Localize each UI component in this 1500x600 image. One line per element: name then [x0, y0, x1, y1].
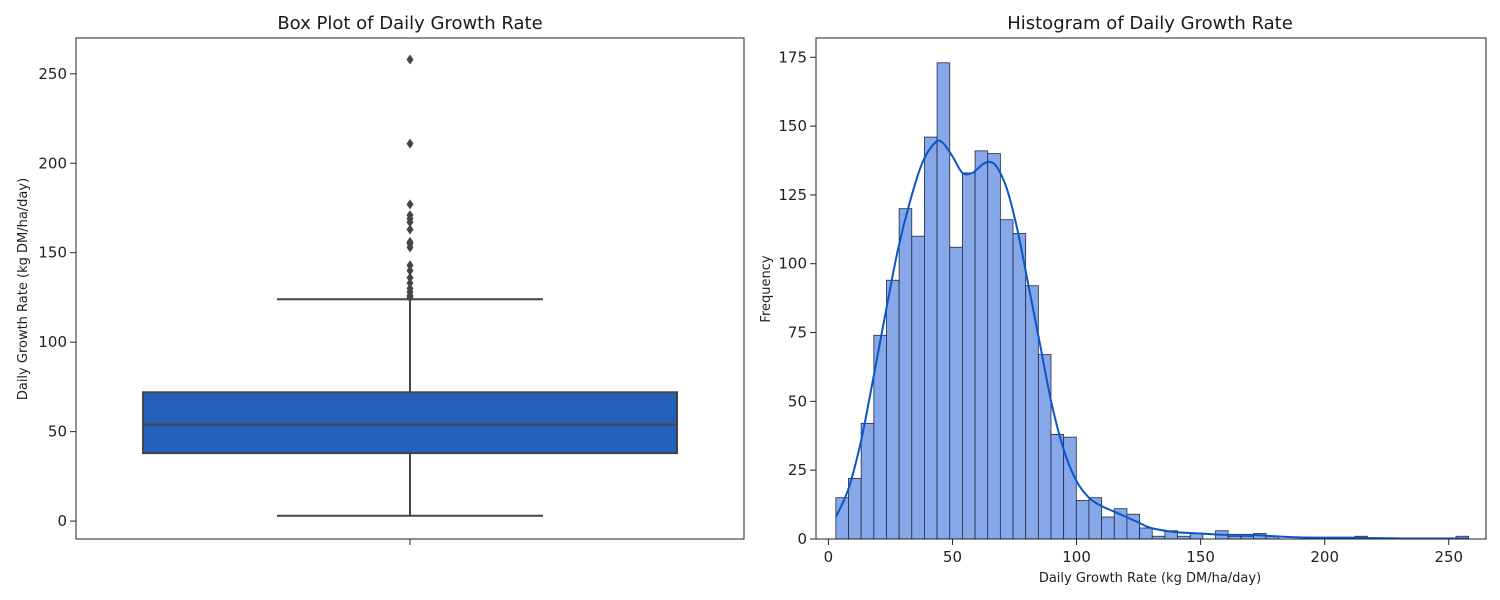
- interquartile-box: [142, 391, 678, 455]
- outlier-point: [406, 278, 414, 289]
- histogram-x-tick-label: 100: [1062, 548, 1091, 566]
- histogram-y-axis-label: Frequency: [759, 255, 774, 322]
- histogram-bar: [1101, 516, 1115, 540]
- histogram-y-tick-label: 75: [788, 324, 807, 342]
- box-plot-y-tick-label: 250: [38, 65, 67, 83]
- histogram-bar: [924, 136, 938, 540]
- histogram-bar: [949, 246, 963, 540]
- histogram-y-tick-label: 50: [788, 392, 807, 410]
- histogram-x-tick-label: 150: [1186, 548, 1215, 566]
- histogram-x-axis-label: Daily Growth Rate (kg DM/ha/day): [1039, 571, 1261, 586]
- histogram-x-tick-label: 50: [943, 548, 962, 566]
- outlier-point: [406, 210, 414, 221]
- histogram-kde-line: [834, 139, 1469, 540]
- outlier-point: [406, 260, 414, 271]
- box-plot-y-axis: 0 50 100 150 200 250: [38, 65, 76, 530]
- box-plot-y-tick-label: 150: [38, 244, 67, 262]
- histogram-y-tick-label: 125: [778, 186, 807, 204]
- histogram-bar: [962, 172, 976, 540]
- histogram-y-tick-label: 100: [778, 255, 807, 273]
- histogram-bar: [860, 422, 875, 540]
- outlier-point: [406, 272, 414, 283]
- box-plot-y-axis-label: Daily Growth Rate (kg DM/ha/day): [16, 178, 31, 400]
- histogram-bar: [848, 478, 862, 540]
- histogram-frame: [815, 37, 1487, 540]
- outlier-point: [406, 265, 414, 276]
- histogram-x-tick-label: 200: [1310, 548, 1339, 566]
- histogram-x-tick-label: 0: [824, 548, 834, 566]
- histogram-bar: [999, 219, 1014, 540]
- box-plot-y-tick-label: 50: [48, 423, 67, 441]
- histogram-y-tick-label: 0: [797, 530, 807, 548]
- histogram-bar: [911, 235, 925, 540]
- outlier-point: [406, 54, 414, 65]
- histogram-bar: [1050, 433, 1065, 540]
- histogram-bar: [1012, 233, 1027, 540]
- histogram-bar: [1075, 500, 1090, 540]
- histogram-y-tick-label: 25: [788, 461, 807, 479]
- histogram-bar: [1139, 527, 1153, 540]
- box-plot-y-tick-label: 200: [38, 154, 67, 172]
- histogram-bar: [886, 279, 900, 540]
- histogram-bar: [898, 208, 913, 540]
- box-plot-y-tick-label: 100: [38, 333, 67, 351]
- box-plot-marks: [142, 54, 678, 517]
- histogram-x-tick-label: 250: [1434, 548, 1463, 566]
- histogram-bar: [987, 153, 1001, 540]
- outlier-point: [406, 199, 414, 210]
- histogram-y-tick-label: 150: [778, 117, 807, 135]
- outlier-point: [406, 224, 414, 235]
- histogram-bars: [835, 62, 1470, 540]
- histogram-y-tick-label: 175: [778, 48, 807, 66]
- histogram-title: Histogram of Daily Growth Rate: [1007, 13, 1293, 34]
- histogram-bar: [1088, 497, 1103, 540]
- outlier-point: [406, 283, 414, 294]
- histogram-y-axis: 0 25 50 75 100 125 150 175: [778, 48, 816, 548]
- histogram-bar: [974, 150, 989, 540]
- histogram-panel: Histogram of Daily Growth Rate Frequency…: [759, 13, 1487, 586]
- histogram-bar: [936, 62, 951, 540]
- histogram-x-axis: 0 50 100 150 200 250: [824, 539, 1463, 566]
- outlier-point: [406, 138, 414, 149]
- histogram-bar: [1037, 354, 1052, 540]
- box-plot-title: Box Plot of Daily Growth Rate: [277, 13, 542, 34]
- box-plot-y-tick-label: 0: [57, 512, 67, 530]
- outlier-point: [406, 236, 414, 247]
- box-plot-panel: Box Plot of Daily Growth Rate Daily Grow…: [16, 13, 745, 545]
